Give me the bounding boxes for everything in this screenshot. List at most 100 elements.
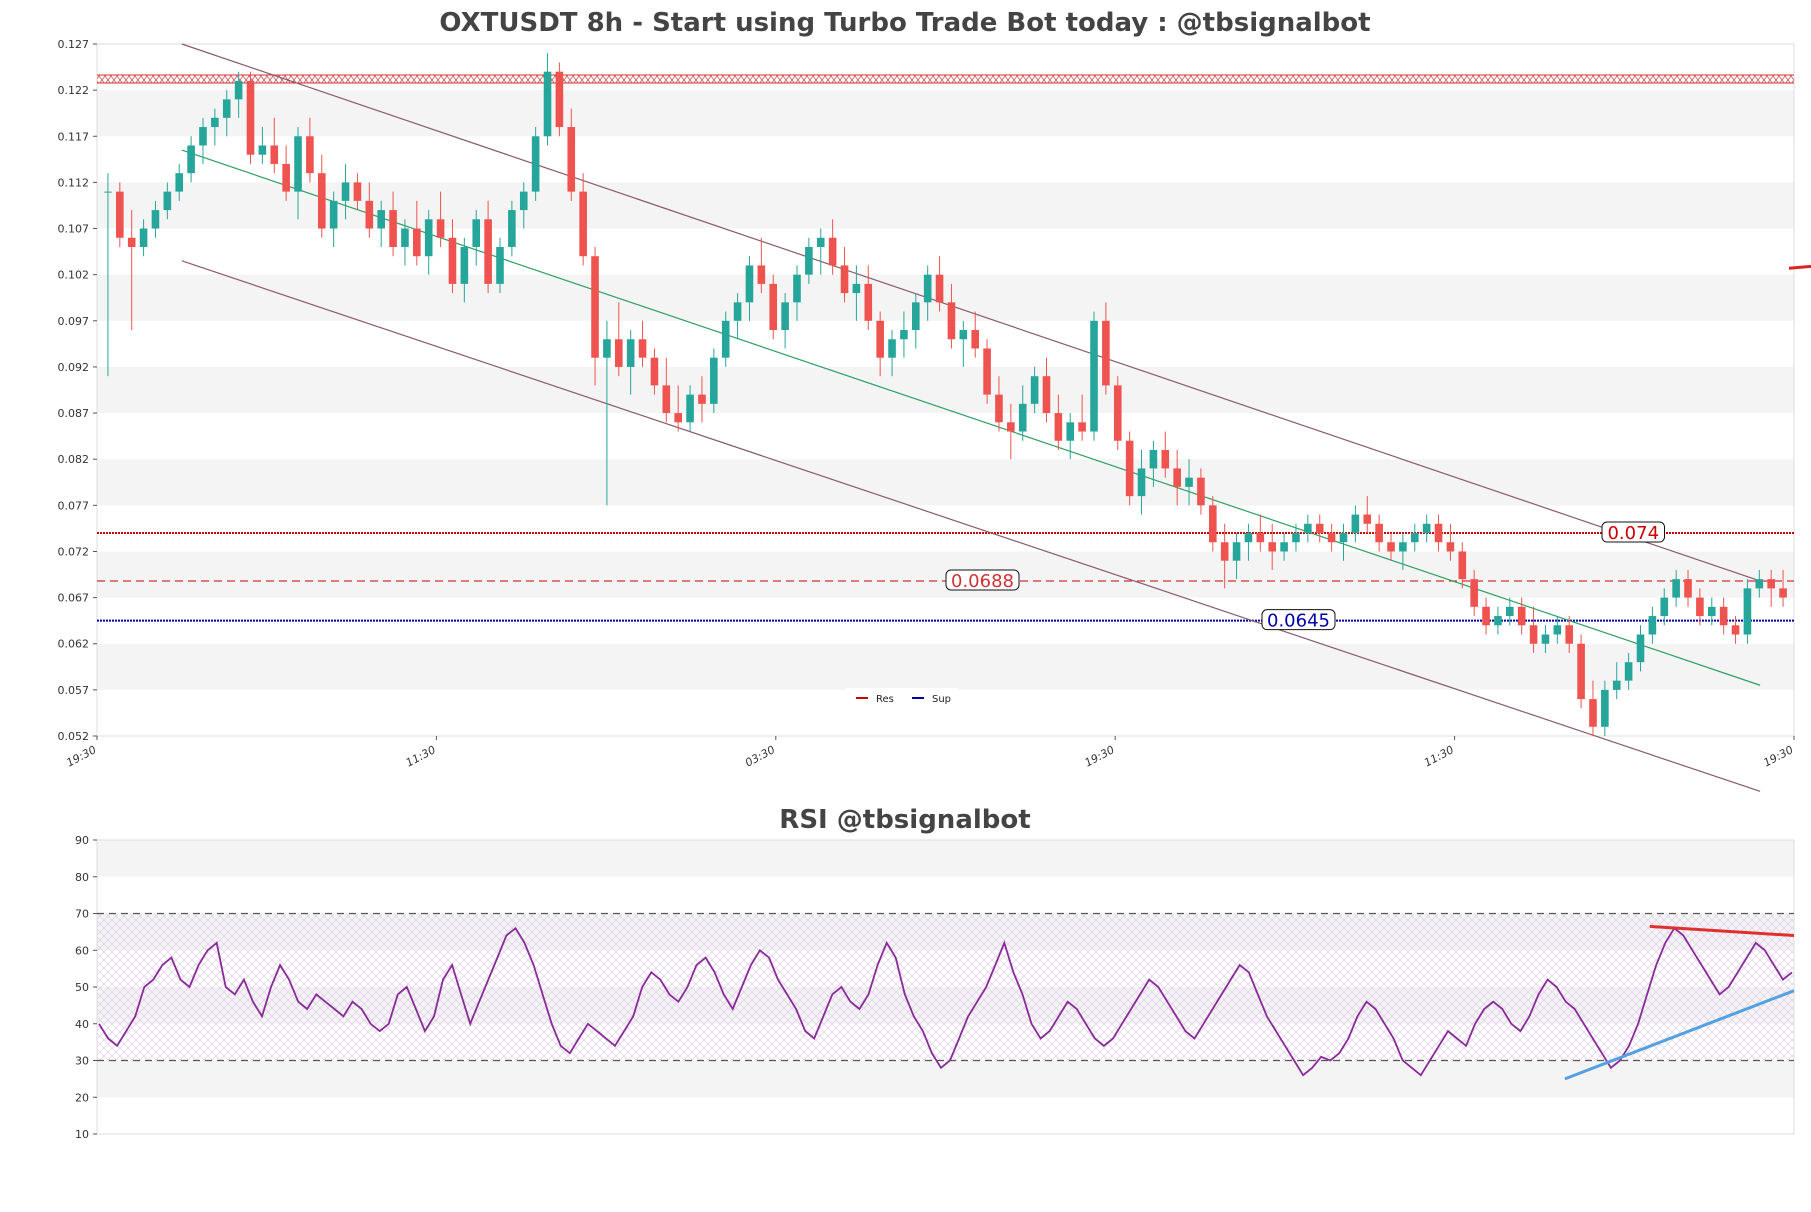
grid-band bbox=[97, 90, 1794, 137]
candle-body bbox=[1007, 422, 1015, 432]
y-tick-label: 0.092 bbox=[58, 361, 90, 374]
rsi-trendline bbox=[1564, 989, 1795, 1081]
candle-body bbox=[1767, 579, 1775, 589]
y-tick-label: 0.057 bbox=[58, 684, 90, 697]
candle-body bbox=[793, 274, 801, 303]
candle-body bbox=[1066, 422, 1075, 441]
candle-body bbox=[816, 237, 825, 247]
candle-body bbox=[805, 246, 813, 275]
right-edge-marker bbox=[1788, 264, 1811, 270]
candle-body bbox=[234, 80, 243, 100]
support-label-box bbox=[1261, 609, 1336, 631]
candle-body bbox=[1125, 440, 1134, 497]
candle-body bbox=[1304, 523, 1312, 534]
main-candles bbox=[104, 53, 1787, 736]
y-tick-label: 0.127 bbox=[58, 38, 90, 51]
x-tick-label: 11:30 bbox=[1422, 743, 1456, 769]
candle-body bbox=[1589, 699, 1597, 727]
candle-body bbox=[971, 330, 980, 349]
candle-body bbox=[745, 265, 754, 303]
candle-body bbox=[1446, 542, 1455, 552]
y-tick-label: 60 bbox=[75, 944, 89, 957]
y-tick-label: 0.052 bbox=[58, 730, 90, 743]
legend-box bbox=[846, 688, 958, 708]
grid-band bbox=[97, 840, 1794, 877]
candle-body bbox=[876, 320, 884, 358]
candle-body bbox=[1731, 625, 1740, 635]
candle-body bbox=[674, 413, 682, 423]
candle-body bbox=[472, 219, 481, 247]
candle-body bbox=[662, 385, 671, 414]
candle-body bbox=[1529, 625, 1538, 644]
grid-band bbox=[97, 551, 1794, 598]
candle-body bbox=[935, 274, 944, 303]
rsi-y-axis: 90 80 70 60 50 40 30 20 10 bbox=[75, 834, 97, 1141]
main-x-axis: 19:30 11:30 03:30 19:30 11:30 19:30 bbox=[64, 736, 1795, 770]
top-resistance-zone bbox=[97, 75, 1794, 84]
candle-body bbox=[1387, 542, 1395, 552]
x-tick-label: 19:30 bbox=[64, 743, 98, 769]
candle-body bbox=[1137, 468, 1146, 497]
candle-body bbox=[401, 228, 409, 247]
candle-body bbox=[567, 127, 576, 192]
candle-body bbox=[911, 302, 920, 331]
candle-body bbox=[1648, 616, 1657, 635]
candle-body bbox=[1779, 588, 1787, 598]
candle-body bbox=[1553, 625, 1562, 635]
y-tick-label: 50 bbox=[75, 981, 89, 994]
candle-body bbox=[317, 173, 326, 229]
candle-body bbox=[1090, 320, 1098, 432]
candle-body bbox=[983, 348, 991, 395]
candle-body bbox=[686, 394, 694, 423]
candle-body bbox=[1696, 597, 1704, 617]
candle-body bbox=[246, 80, 255, 155]
candle-body bbox=[1197, 477, 1205, 506]
rsi-path bbox=[98, 926, 1793, 1077]
grid-band bbox=[97, 274, 1794, 321]
candle-body bbox=[1268, 542, 1277, 552]
candle-body bbox=[888, 339, 896, 358]
y-tick-label: 0.122 bbox=[58, 84, 90, 97]
candle-body bbox=[769, 283, 778, 331]
candle-body bbox=[733, 302, 742, 321]
candle-body bbox=[1185, 477, 1193, 487]
rsi-levels bbox=[97, 912, 1794, 1062]
candle-body bbox=[650, 357, 659, 386]
candle-body bbox=[341, 182, 350, 201]
grid-band bbox=[97, 366, 1794, 414]
candle-body bbox=[555, 71, 564, 128]
candle-body bbox=[519, 191, 528, 211]
main-plot-frame bbox=[96, 43, 1795, 737]
resistance-label-box bbox=[1601, 521, 1665, 543]
candle-body bbox=[1494, 616, 1502, 626]
candle-body bbox=[139, 228, 148, 247]
candle-body bbox=[923, 274, 932, 303]
candle-body bbox=[1327, 533, 1336, 543]
main-y-axis: 0.127 0.122 0.117 0.112 0.107 0.102 0.097 0.092… bbox=[58, 38, 97, 743]
grid-band bbox=[97, 459, 1794, 506]
rsi-trendline bbox=[1649, 924, 1795, 938]
candle-body bbox=[1363, 514, 1372, 524]
candle-body bbox=[424, 219, 433, 257]
candle-body bbox=[1102, 320, 1110, 386]
candle-body bbox=[1612, 680, 1621, 690]
candle-body bbox=[638, 339, 647, 358]
candle-body bbox=[222, 99, 231, 118]
candle-body bbox=[1220, 542, 1229, 561]
y-tick-label: 0.062 bbox=[58, 638, 90, 651]
candle-body bbox=[1161, 449, 1170, 469]
candle-body bbox=[460, 246, 469, 284]
candle-body bbox=[1517, 606, 1526, 626]
candle-body bbox=[1707, 606, 1716, 617]
x-tick-label: 19:30 bbox=[1083, 743, 1117, 769]
y-tick-label: 80 bbox=[75, 871, 89, 884]
candle-body bbox=[1434, 523, 1443, 543]
candle-body bbox=[1719, 606, 1728, 626]
y-tick-label: 40 bbox=[75, 1018, 89, 1031]
candle-body bbox=[365, 200, 374, 229]
resistance-label: 0.074 bbox=[1607, 523, 1659, 544]
candle-body bbox=[1660, 597, 1669, 617]
channel-mid-line bbox=[181, 149, 1761, 686]
candle-body bbox=[413, 228, 421, 257]
